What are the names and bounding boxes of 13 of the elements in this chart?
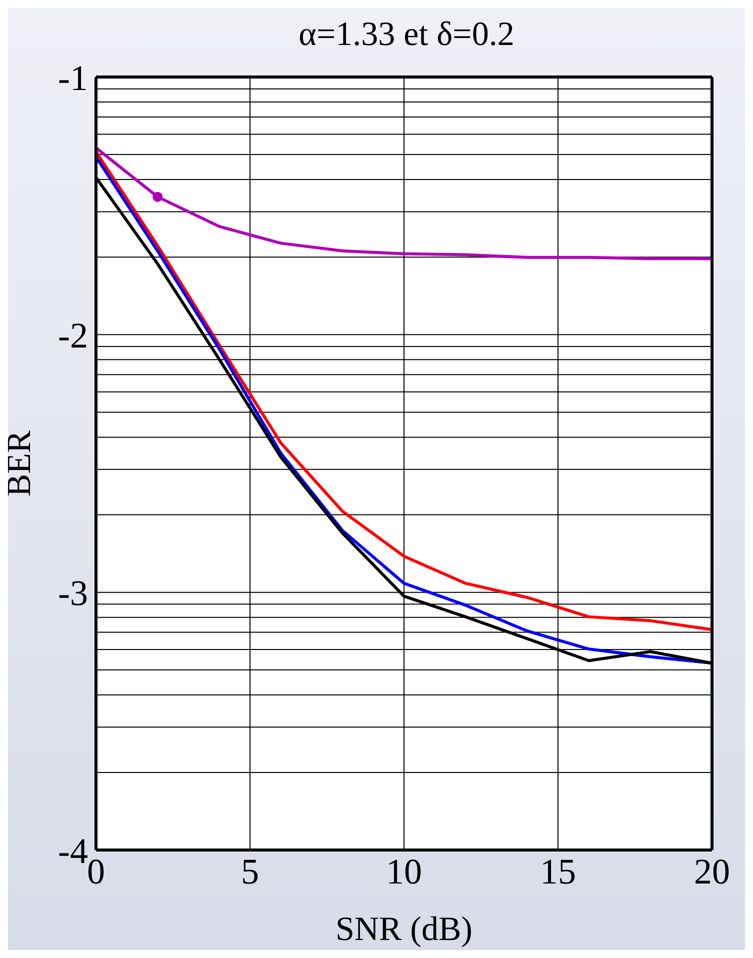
x-axis-title: SNR (dB) [336, 911, 472, 948]
y-axis-title: BER [1, 430, 38, 497]
y-tick-label: -2 [58, 315, 88, 356]
y-tick-label: -1 [58, 58, 88, 98]
chart-title: α=1.33 et δ=0.2 [298, 16, 514, 53]
x-tick-label: 0 [87, 852, 105, 892]
x-tick-label: 5 [241, 852, 259, 892]
x-tick-label: 20 [694, 852, 730, 892]
y-tick-label: -3 [58, 573, 88, 614]
x-tick-label: 15 [540, 852, 576, 892]
x-tick-label: 10 [386, 852, 422, 892]
line-series [96, 146, 712, 260]
y-tick-label: -4 [58, 830, 88, 871]
